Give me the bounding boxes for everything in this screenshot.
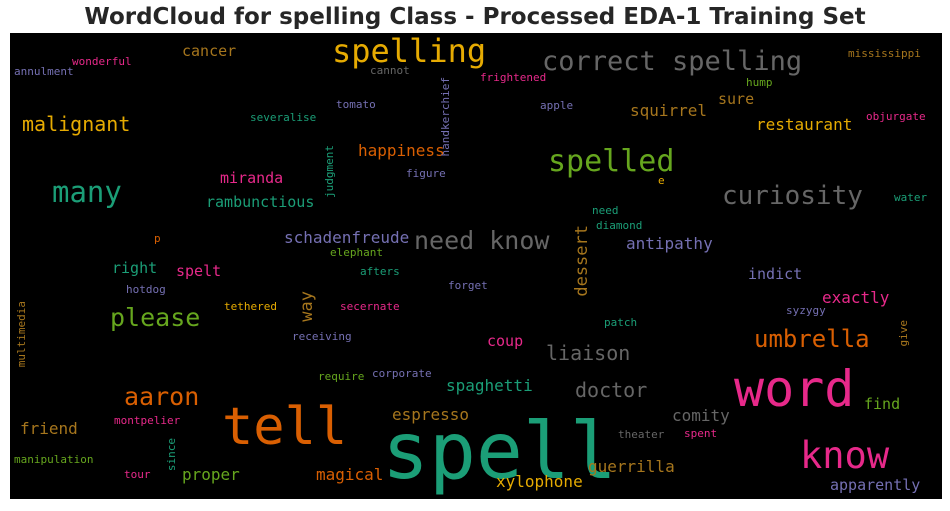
cloud-word: cannot — [370, 64, 410, 77]
cloud-word: hump — [746, 76, 773, 89]
cloud-word: umbrella — [754, 325, 870, 353]
cloud-word: comity — [672, 406, 730, 425]
cloud-word: since — [165, 438, 178, 472]
cloud-word: elephant — [330, 246, 383, 259]
cloud-word: sure — [718, 90, 755, 108]
cloud-word: espresso — [392, 405, 470, 424]
cloud-word: exactly — [822, 288, 890, 307]
cloud-word: montpelier — [114, 414, 181, 427]
chart-title: WordCloud for spelling Class - Processed… — [84, 4, 866, 30]
cloud-word: way — [297, 291, 317, 322]
cloud-word: corporate — [372, 367, 432, 380]
word-cloud: spell word tell know spelling correct spellin… — [10, 33, 942, 499]
cloud-word: forget — [448, 279, 488, 292]
cloud-word: friend — [20, 419, 78, 438]
cloud-word: give — [897, 320, 910, 347]
cloud-word: spelt — [176, 262, 222, 280]
cloud-word: receiving — [292, 330, 352, 343]
cloud-word: guerrilla — [588, 457, 675, 476]
cloud-word: squirrel — [630, 101, 708, 120]
cloud-word: spell — [382, 407, 617, 497]
cloud-word: manipulation — [14, 453, 94, 466]
cloud-word: severalise — [250, 111, 317, 124]
cloud-word: patch — [604, 316, 638, 329]
cloud-word: spelled — [548, 144, 675, 179]
cloud-word: proper — [182, 465, 240, 484]
cloud-word: tour — [124, 468, 151, 481]
cloud-word: diamond — [596, 219, 643, 232]
cloud-word: miranda — [220, 169, 284, 187]
cloud-word: p — [154, 232, 161, 245]
cloud-word: dessert — [572, 225, 592, 297]
cloud-word: indict — [748, 265, 803, 283]
cloud-word: find — [864, 395, 901, 413]
cloud-word: many — [52, 175, 122, 209]
cloud-word: rambunctious — [206, 193, 315, 211]
cloud-word: spent — [684, 427, 718, 440]
cloud-word: secernate — [340, 300, 400, 313]
cloud-word: handkerchief — [439, 77, 452, 157]
cloud-word: afters — [360, 265, 400, 278]
cloud-word: syzygy — [786, 304, 826, 317]
cloud-word: multimedia — [15, 301, 28, 368]
cloud-word: need know — [414, 226, 550, 255]
cloud-word: curiosity — [722, 181, 863, 211]
cloud-word: judgment — [323, 145, 336, 198]
cloud-word: aaron — [124, 382, 200, 411]
cloud-word: frightened — [480, 71, 547, 84]
cloud-word: schadenfreude — [284, 228, 410, 247]
cloud-word: spelling — [332, 33, 487, 70]
cloud-word: water — [894, 191, 928, 204]
cloud-word: hotdog — [126, 283, 166, 296]
cloud-word: know — [800, 434, 890, 477]
cloud-word: correct spelling — [542, 46, 803, 77]
cloud-word: objurgate — [866, 110, 926, 123]
cloud-word: require — [318, 370, 365, 383]
cloud-word: malignant — [22, 112, 131, 136]
cloud-word: spaghetti — [446, 376, 533, 395]
cloud-word: tomato — [336, 98, 376, 111]
cloud-word: word — [734, 360, 855, 418]
cloud-word: theater — [618, 428, 665, 441]
cloud-word: happiness — [358, 141, 445, 160]
cloud-word: right — [112, 259, 158, 277]
cloud-word: need — [592, 204, 619, 217]
cloud-word: please — [110, 303, 201, 332]
cloud-word: magical — [316, 465, 384, 484]
cloud-word: coup — [487, 332, 524, 350]
cloud-word: apparently — [830, 476, 921, 494]
cloud-word: tell — [222, 397, 348, 457]
cloud-word: cancer — [182, 42, 237, 60]
cloud-word: restaurant — [756, 115, 853, 134]
cloud-word: apple — [540, 99, 574, 112]
cloud-word: wonderful — [72, 55, 132, 68]
cloud-word: e — [658, 174, 665, 187]
cloud-word: figure — [406, 167, 446, 180]
cloud-word: liaison — [546, 341, 631, 365]
cloud-word: mississippi — [848, 47, 921, 60]
cloud-word: annulment — [14, 65, 74, 78]
cloud-word: antipathy — [626, 234, 713, 253]
cloud-word: xylophone — [496, 472, 583, 491]
cloud-word: doctor — [575, 378, 648, 402]
cloud-word: tethered — [224, 300, 277, 313]
